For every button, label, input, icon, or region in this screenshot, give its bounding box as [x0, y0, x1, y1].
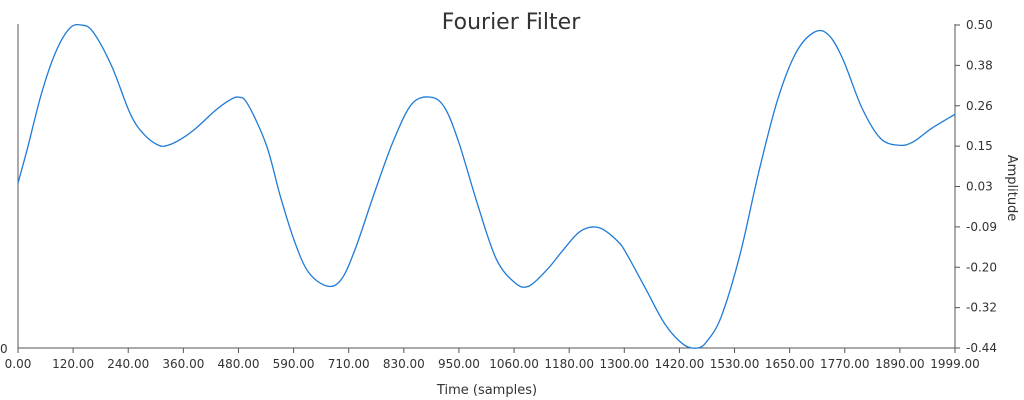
x-tick-label: 1650.00 [765, 357, 815, 371]
x-tick-label: 1999.00 [930, 357, 980, 371]
x-tick-label: 590.00 [273, 357, 315, 371]
x-tick-label: 0.00 [5, 357, 32, 371]
x-axis-title: Time (samples) [436, 383, 537, 398]
y-tick-label: 0.26 [966, 99, 993, 113]
y-tick-label: -0.32 [966, 301, 997, 315]
x-tick-label: 1060.00 [489, 357, 539, 371]
x-axis-ticks: 0.00 120.00 240.00 360.00 480.00 590.00 710.00… [5, 348, 980, 371]
x-tick-label: 1890.00 [875, 357, 925, 371]
y-tick-label: 0.03 [966, 180, 993, 194]
x-tick-label: 1530.00 [710, 357, 760, 371]
y-axis-ticks: 0.50 0.38 0.26 0.15 0.03 -0.09 -0.20 -0.32 -0.44 [955, 18, 997, 355]
y-axis-title: Amplitude [1004, 155, 1019, 222]
y-tick-label: -0.44 [966, 341, 997, 355]
y-tick-label: 0.15 [966, 139, 993, 153]
x-tick-label: 830.00 [383, 357, 425, 371]
x-tick-label: 1420.00 [655, 357, 705, 371]
x-tick-label: 1180.00 [544, 357, 594, 371]
x-tick-label: 480.00 [217, 357, 259, 371]
x-tick-label: 360.00 [162, 357, 204, 371]
x-tick-label: 120.00 [52, 357, 94, 371]
y-tick-label: 0.38 [966, 58, 993, 72]
y-tick-label: -0.09 [966, 220, 997, 234]
y-tick-label: -0.20 [966, 260, 997, 274]
x-tick-label: 1300.00 [599, 357, 649, 371]
y-tick-label: 0.50 [966, 18, 993, 32]
x-tick-label: 240.00 [107, 357, 149, 371]
x-tick-label: 950.00 [438, 357, 480, 371]
chart-title: Fourier Filter [442, 10, 581, 35]
series-line [17, 23, 956, 349]
x-tick-label: 1770.00 [820, 357, 870, 371]
left-axis-label: 0 [0, 342, 8, 356]
x-tick-label: 710.00 [328, 357, 370, 371]
